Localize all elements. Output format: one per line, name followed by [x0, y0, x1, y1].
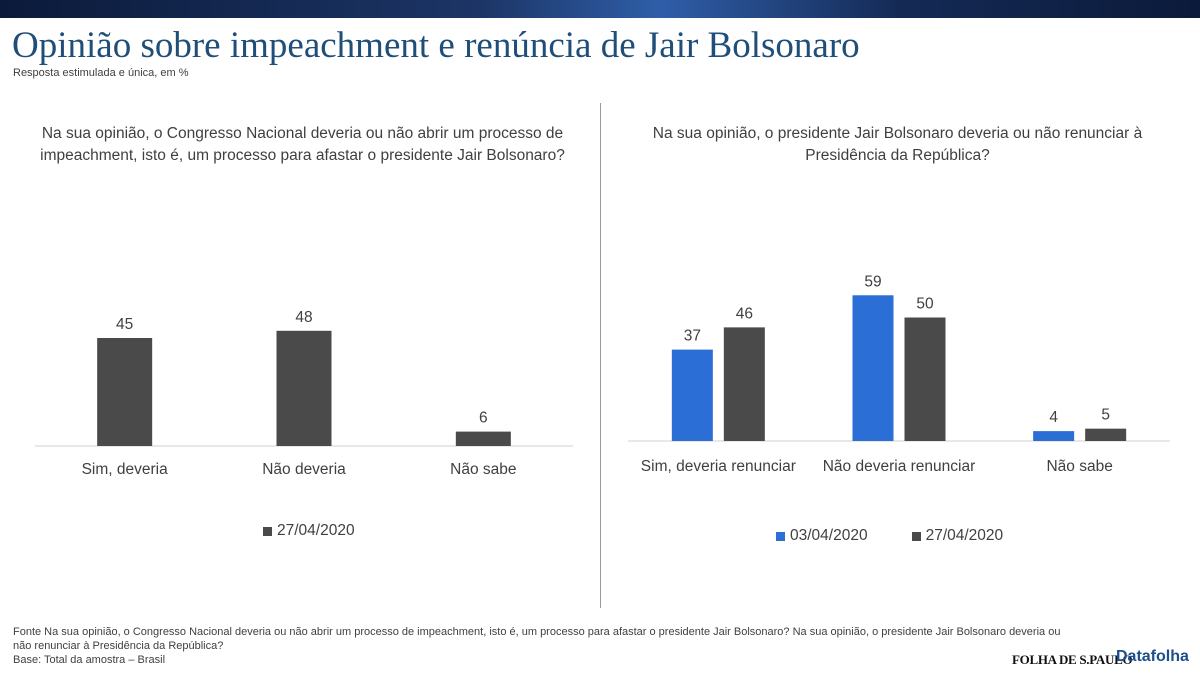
chart-1-data-label: 45 — [116, 316, 133, 333]
chart-2-bar — [671, 349, 713, 441]
top-banner — [0, 0, 1200, 18]
chart-2-bar — [1033, 431, 1075, 441]
chart-2-data-label: 4 — [1049, 409, 1058, 426]
chart-2-bar — [1085, 428, 1127, 441]
legend-label: 27/04/2020 — [925, 527, 1004, 544]
legend-item-27-04: 27/04/2020 — [911, 527, 1004, 545]
chart-1-data-label: 6 — [479, 410, 488, 427]
chart-1-category-label: Sim, deveria — [82, 461, 169, 478]
chart-2-bar — [904, 317, 946, 441]
chart-2-question: Na sua opinião, o presidente Jair Bolson… — [652, 125, 1143, 164]
chart-2-data-label: 50 — [916, 296, 934, 313]
chart-1-question: Na sua opinião, o Congresso Nacional dev… — [40, 125, 565, 164]
datafolha-logo: Datafolha — [1116, 648, 1189, 665]
legend-swatch-dark — [263, 526, 272, 536]
chart-2-legend: 03/04/2020 27/04/2020 — [776, 527, 1003, 545]
footer-source: Fonte Na sua opinião, o Congresso Nacion… — [13, 626, 1061, 652]
chart-2-data-label: 37 — [684, 328, 701, 345]
chart-1-bar — [97, 338, 153, 446]
legend-label: 03/04/2020 — [790, 527, 868, 544]
chart-2-bar — [852, 295, 894, 441]
footer-base: Base: Total da amostra – Brasil — [13, 654, 166, 666]
chart-2-data-label: 59 — [864, 273, 881, 290]
chart-2-category-label: Sim, deveria renunciar — [641, 458, 796, 475]
legend-item-03-04: 03/04/2020 — [776, 527, 868, 545]
legend-swatch-blue — [776, 531, 785, 541]
folha-logo: FOLHA DE S.PAULO — [1012, 652, 1133, 667]
chart-1-bar — [455, 431, 511, 446]
chart-1-data-label: 48 — [295, 309, 312, 326]
chart-1-category-label: Não deveria — [262, 461, 346, 478]
panel-divider — [600, 103, 601, 608]
page-title: Opinião sobre impeachment e renúncia de … — [12, 25, 860, 66]
chart-2-category-label: Não sabe — [1046, 458, 1112, 475]
legend-label: 27/04/2020 — [277, 522, 355, 539]
chart-1-category-label: Não sabe — [450, 461, 516, 478]
chart-2-category-label: Não deveria renunciar — [823, 458, 976, 475]
chart-1-bar — [276, 330, 332, 446]
page-subtitle: Resposta estimulada e única, em % — [13, 67, 189, 79]
chart-2-data-label: 46 — [736, 305, 753, 322]
chart-2-data-label: 5 — [1101, 407, 1110, 424]
legend-item-27-04: 27/04/2020 — [263, 522, 355, 540]
chart-1-legend: 27/04/2020 — [263, 522, 355, 540]
legend-swatch-dark — [911, 531, 921, 541]
chart-2-bar — [723, 327, 765, 441]
footer-notes: Fonte Na sua opinião, o Congresso Nacion… — [13, 625, 1073, 667]
